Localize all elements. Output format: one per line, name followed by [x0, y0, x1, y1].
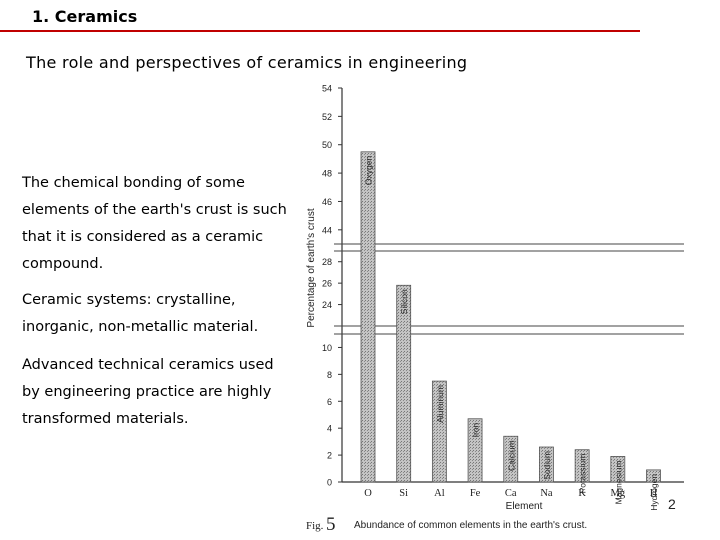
bar-label: Silicon — [399, 289, 409, 314]
y-tick-label: 48 — [322, 169, 332, 179]
bar-label: Iron — [471, 423, 481, 438]
paragraph-line: transformed materials. — [22, 411, 189, 427]
y-tick-label: 26 — [322, 279, 332, 289]
paragraph-line: Ceramic systems: crystalline, — [22, 292, 236, 308]
paragraph-bonding: The chemical bonding of some elements of… — [22, 170, 302, 278]
paragraph-line: compound. — [22, 256, 104, 272]
y-tick-label: 54 — [322, 84, 332, 94]
category-label: Mg — [611, 488, 626, 499]
bar-potassium — [574, 449, 590, 483]
category-label: Fe — [470, 488, 481, 499]
page-number: 2 — [668, 496, 676, 512]
y-tick-label: 2 — [327, 451, 332, 461]
bar-oxygen — [360, 151, 376, 483]
paragraph-advanced-ceramics: Advanced technical ceramics used by engi… — [22, 352, 302, 433]
y-tick-label: 0 — [327, 478, 332, 488]
y-axis-label: Percentage of earth's crust — [306, 208, 317, 327]
category-label: Ca — [505, 488, 517, 499]
paragraph-line: Advanced technical ceramics used — [22, 357, 274, 373]
abundance-figure: 0246810242628444648505254OxygenOSiliconS… — [306, 84, 684, 535]
x-axis-label: Element — [506, 501, 543, 512]
slide-title: The role and perspectives of ceramics in… — [26, 53, 468, 72]
paragraph-line: elements of the earth's crust is such — [22, 202, 287, 218]
figure-caption: Abundance of common elements in the eart… — [354, 520, 587, 531]
figure-caption-prefix: Fig. — [306, 520, 324, 532]
bar-magnesium — [610, 456, 626, 483]
paragraph-line: by engineering practice are highly — [22, 384, 272, 400]
y-tick-label: 8 — [327, 370, 332, 380]
category-label: Na — [540, 488, 553, 499]
y-tick-label: 24 — [322, 300, 332, 310]
bar-calcium — [503, 435, 519, 483]
y-tick-label: 4 — [327, 424, 332, 434]
bar-aluminum — [431, 380, 447, 483]
bar-iron — [467, 418, 483, 483]
section-header: 1. Ceramics — [0, 0, 720, 36]
figure-caption-number: 5 — [326, 514, 336, 535]
bar-label: Sodium — [542, 451, 552, 480]
category-label: Si — [399, 488, 408, 499]
bar-label: Potassium — [578, 454, 588, 494]
category-label: K — [578, 488, 586, 499]
paragraph-line: The chemical bonding of some — [22, 175, 245, 191]
y-tick-label: 28 — [322, 257, 332, 267]
y-tick-label: 46 — [322, 197, 332, 207]
category-label: O — [364, 488, 372, 499]
bar-label: Calcium — [506, 440, 516, 471]
y-tick-label: 6 — [327, 397, 332, 407]
bar-label: Aluminum — [435, 385, 445, 423]
y-tick-label: 10 — [322, 343, 332, 353]
bar-sodium — [539, 446, 554, 483]
section-title: 1. Ceramics — [32, 7, 138, 26]
paragraph-line: that it is considered as a ceramic — [22, 229, 264, 245]
bar-label: Hydrogen — [649, 474, 659, 511]
header-rule — [0, 30, 640, 32]
bar-hydrogen — [646, 469, 661, 483]
paragraph-ceramic-systems: Ceramic systems: crystalline, inorganic,… — [22, 287, 302, 341]
category-label: H — [650, 488, 658, 499]
category-label: Al — [434, 488, 445, 499]
y-tick-label: 50 — [322, 140, 332, 150]
bar-label: Magnesium — [613, 460, 623, 504]
bar-silicon — [396, 284, 412, 483]
y-tick-label: 52 — [322, 112, 332, 122]
bar-label: Oxygen — [364, 156, 374, 186]
paragraph-line: inorganic, non-metallic material. — [22, 319, 259, 335]
y-tick-label: 44 — [322, 225, 332, 235]
